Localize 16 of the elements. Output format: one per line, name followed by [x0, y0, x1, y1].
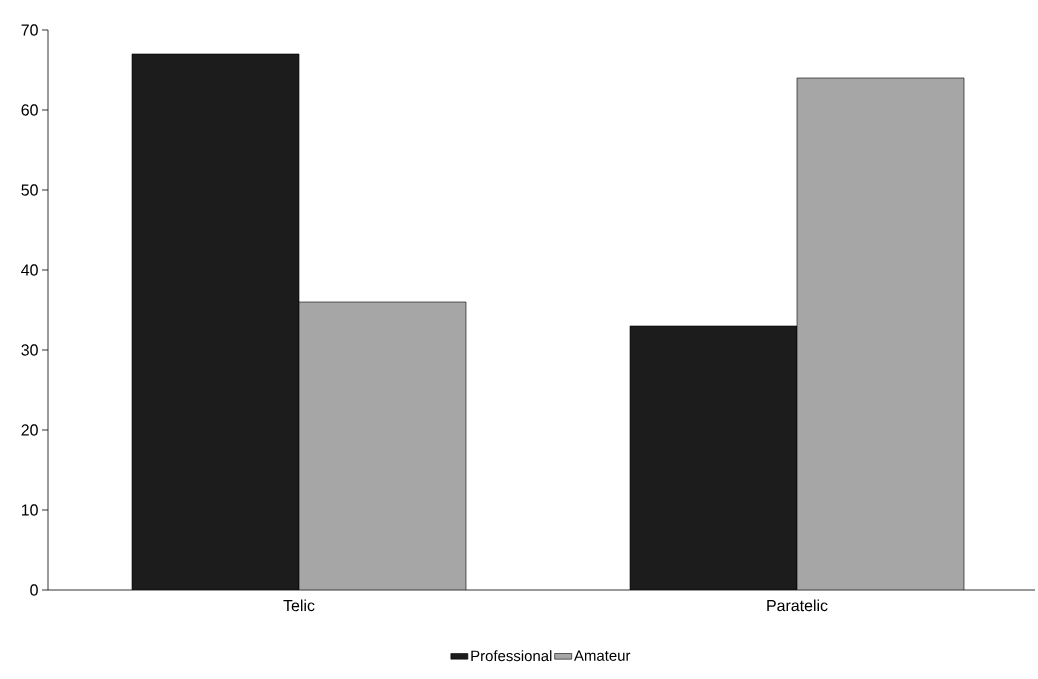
- x-tick-label: Paratelic: [767, 599, 828, 612]
- bar: [796, 77, 965, 590]
- bar: [131, 53, 300, 590]
- bar: [629, 325, 798, 590]
- legend-label: Amateur: [574, 650, 631, 661]
- bar: [298, 301, 467, 590]
- y-tick-label: 10: [21, 504, 38, 516]
- y-tick-label: 40: [21, 264, 38, 276]
- y-tick-label: 0: [30, 584, 38, 596]
- y-tick-label: 30: [21, 344, 38, 356]
- y-tick-label: 60: [21, 104, 38, 116]
- legend-label: Professional: [471, 650, 552, 662]
- y-tick-label: 50: [21, 184, 38, 196]
- x-tick-label: Telic: [283, 599, 315, 612]
- y-tick-label: 20: [21, 424, 38, 436]
- y-tick-label: 70: [21, 24, 38, 36]
